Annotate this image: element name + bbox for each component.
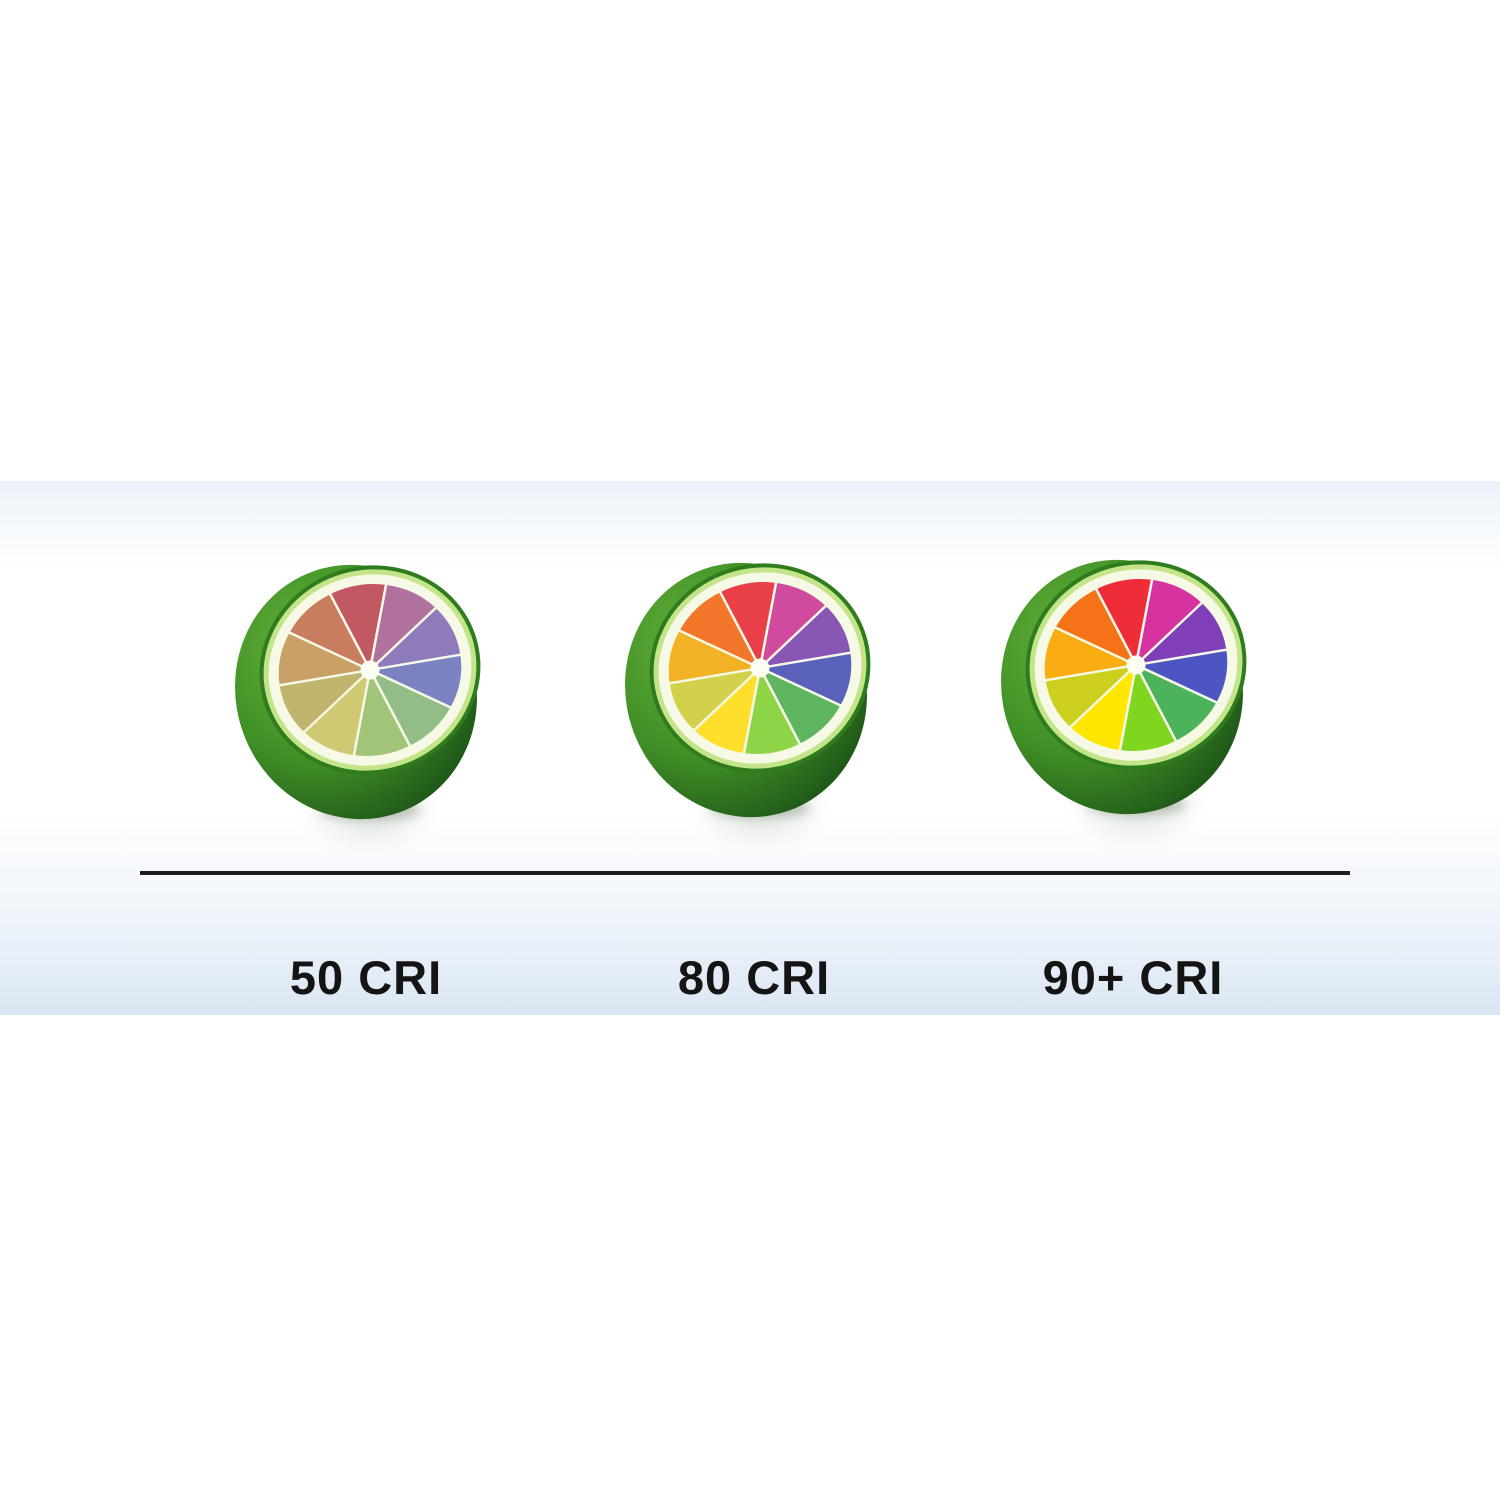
lime-center-dot <box>360 660 380 680</box>
color-wheel-wedge <box>287 592 372 672</box>
lime-image-50-cri <box>235 564 481 820</box>
lime-center-dot <box>750 658 770 678</box>
color-wheel-wedge <box>1053 587 1138 667</box>
cri-label-80: 80 CRI <box>677 951 831 1004</box>
lime-cut-face <box>649 563 871 773</box>
lime-image-90-cri <box>1001 559 1247 815</box>
lime-center-dot <box>1126 655 1146 675</box>
divider-line <box>140 871 1350 875</box>
color-wheel <box>276 581 464 759</box>
lime-reflection <box>1036 795 1236 915</box>
lime-cut-face <box>259 565 481 775</box>
lime-image-80-cri <box>625 562 871 818</box>
cri-label-90: 90+ CRI <box>1042 951 1224 1004</box>
lime-reflection <box>270 800 470 920</box>
lime-reflection <box>660 798 860 918</box>
color-wheel <box>1042 576 1230 754</box>
color-wheel-wedge <box>677 590 762 670</box>
color-wheel <box>666 579 854 757</box>
cri-label-50: 50 CRI <box>289 951 443 1004</box>
lime-cut-face <box>1025 560 1247 770</box>
